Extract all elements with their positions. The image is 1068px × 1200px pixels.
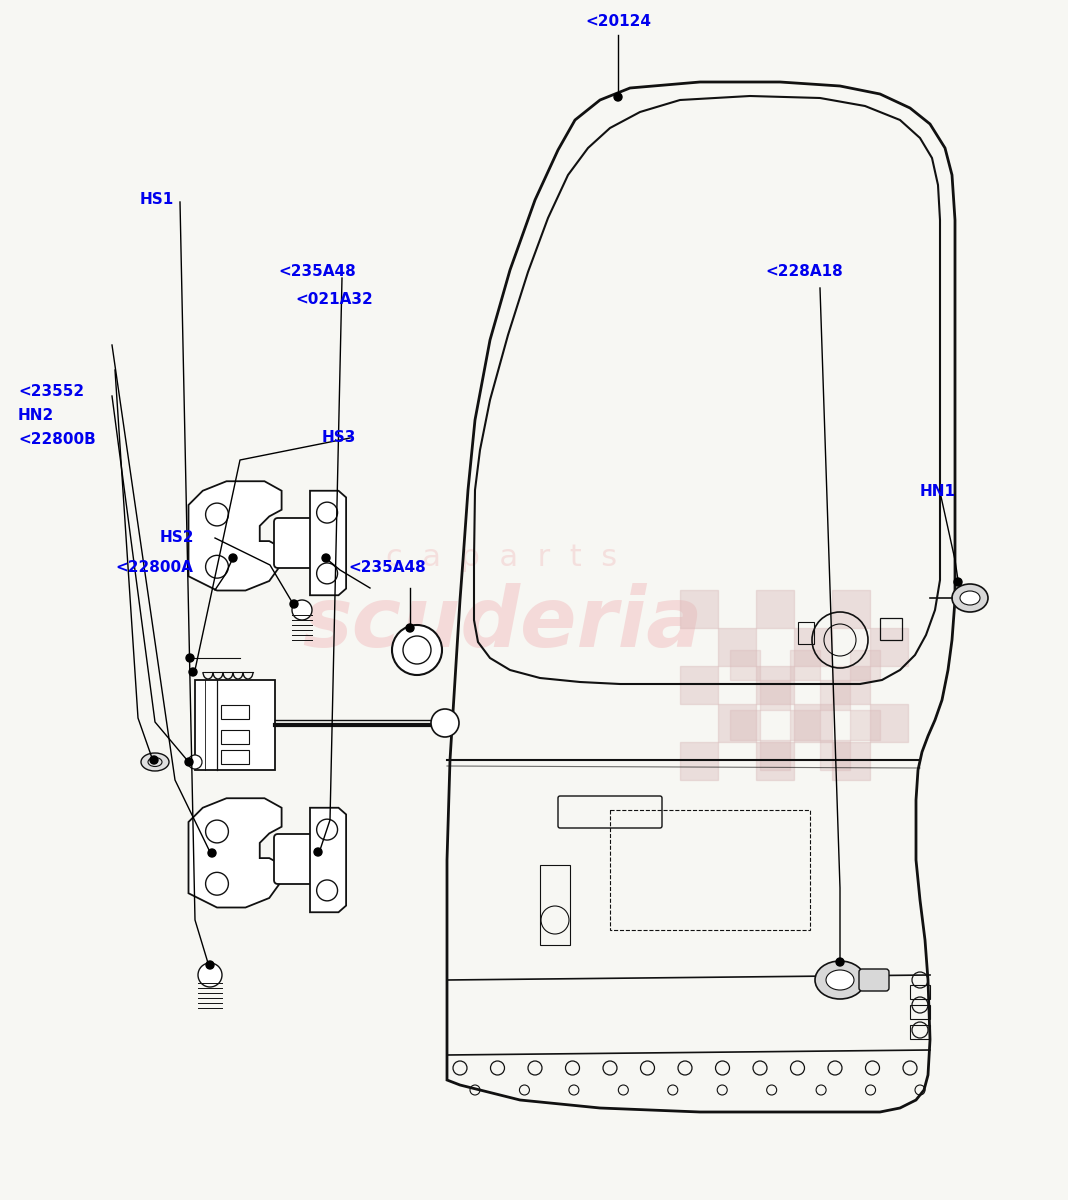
Text: HS2: HS2 [160, 530, 194, 546]
Text: <22800B: <22800B [18, 432, 96, 448]
Circle shape [292, 600, 312, 620]
Circle shape [208, 850, 216, 857]
Circle shape [290, 600, 298, 608]
Bar [794, 628, 832, 666]
Circle shape [186, 654, 194, 662]
Text: <235A48: <235A48 [348, 560, 426, 576]
Polygon shape [310, 491, 346, 595]
Bar [870, 704, 908, 742]
Polygon shape [188, 481, 282, 590]
Circle shape [954, 578, 962, 586]
Circle shape [206, 961, 214, 970]
Bar [880, 618, 902, 640]
Text: <228A18: <228A18 [765, 264, 843, 280]
Ellipse shape [815, 961, 865, 998]
Bar [910, 1006, 930, 1019]
Circle shape [188, 755, 202, 769]
Bar [731, 650, 760, 680]
Bar [832, 666, 870, 704]
Circle shape [431, 709, 459, 737]
Bar [794, 704, 832, 742]
Bar [610, 810, 810, 930]
Bar [790, 710, 820, 740]
Bar [195, 680, 274, 770]
Text: <22800A: <22800A [115, 560, 193, 576]
Bar [540, 865, 570, 946]
Ellipse shape [960, 590, 980, 605]
Bar [790, 650, 820, 680]
Circle shape [314, 848, 321, 856]
Bar [760, 680, 790, 710]
Bar [221, 704, 249, 719]
Polygon shape [188, 798, 282, 907]
Bar [680, 742, 718, 780]
Circle shape [189, 668, 197, 676]
Circle shape [321, 554, 330, 562]
Text: <235A48: <235A48 [278, 264, 356, 280]
Bar [910, 1025, 930, 1039]
Bar [731, 710, 760, 740]
Circle shape [198, 962, 222, 986]
Circle shape [836, 958, 844, 966]
Bar [756, 742, 794, 780]
Bar [832, 590, 870, 628]
Text: <021A32: <021A32 [295, 293, 373, 307]
Bar [820, 740, 850, 770]
Bar [718, 628, 756, 666]
Polygon shape [310, 808, 346, 912]
Ellipse shape [952, 584, 988, 612]
Bar [910, 985, 930, 998]
Bar [850, 650, 880, 680]
Text: c  a  p  a  r  t  s: c a p a r t s [387, 544, 617, 572]
Bar [221, 730, 249, 744]
Circle shape [406, 624, 414, 632]
Ellipse shape [826, 970, 854, 990]
Bar [832, 742, 870, 780]
Text: scuderia: scuderia [301, 583, 703, 665]
Text: <23552: <23552 [18, 384, 84, 400]
Circle shape [185, 758, 193, 766]
Ellipse shape [141, 754, 169, 770]
Bar [221, 750, 249, 764]
Bar [760, 740, 790, 770]
Bar [680, 590, 718, 628]
Bar [798, 622, 814, 644]
Text: HN2: HN2 [18, 408, 54, 424]
FancyBboxPatch shape [274, 518, 314, 568]
FancyBboxPatch shape [274, 834, 314, 884]
Bar [756, 590, 794, 628]
Bar [870, 628, 908, 666]
Bar [680, 666, 718, 704]
Circle shape [150, 756, 158, 764]
Text: HS3: HS3 [321, 431, 357, 445]
Text: HN1: HN1 [920, 485, 956, 499]
Circle shape [392, 625, 442, 674]
Circle shape [614, 92, 622, 101]
Text: <20124: <20124 [585, 14, 651, 30]
Circle shape [229, 554, 237, 562]
Bar [820, 680, 850, 710]
Bar [756, 666, 794, 704]
Text: HS1: HS1 [140, 192, 174, 208]
Bar [718, 704, 756, 742]
FancyBboxPatch shape [859, 970, 889, 991]
Bar [850, 710, 880, 740]
